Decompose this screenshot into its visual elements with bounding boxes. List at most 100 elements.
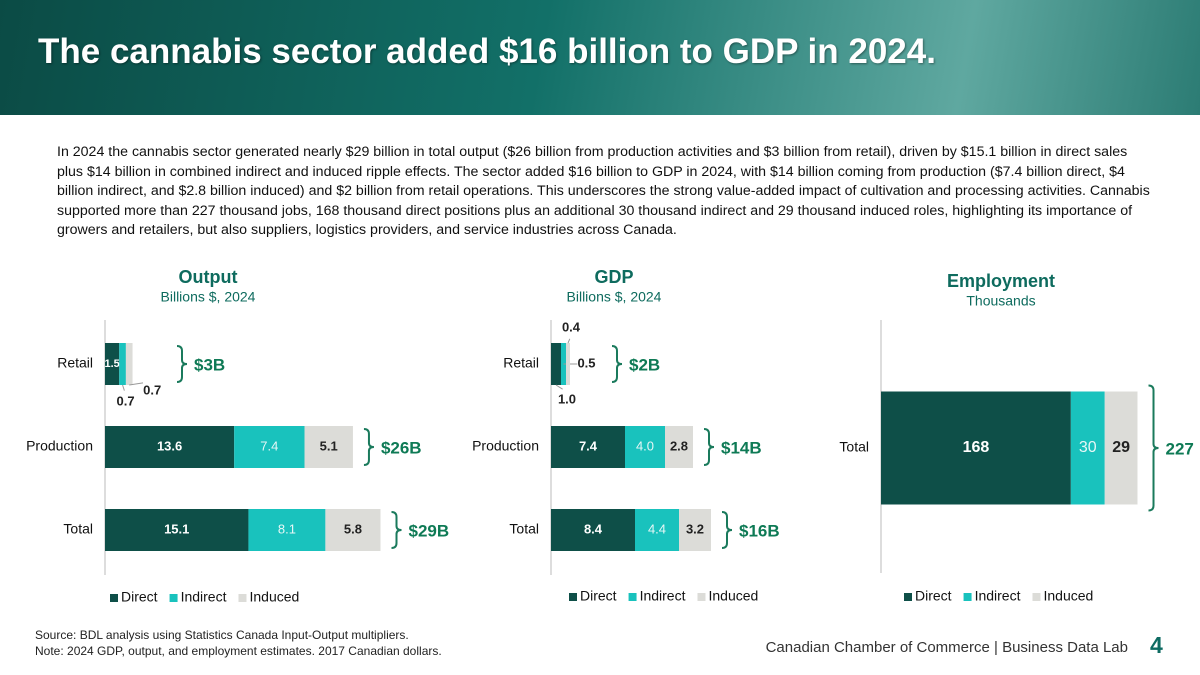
value-label: 0.4 xyxy=(562,319,581,334)
bar-segment xyxy=(566,343,570,385)
bar-segment xyxy=(105,426,235,468)
value-label: 4.4 xyxy=(648,521,666,536)
legend-swatch xyxy=(238,594,247,602)
legend-label: Direct xyxy=(580,588,617,604)
value-label: 168 xyxy=(963,439,990,456)
category-label: Retail xyxy=(57,355,93,371)
total-label: $16B xyxy=(739,521,780,540)
legend-label: Indirect xyxy=(975,588,1021,604)
legend-label: Induced xyxy=(708,588,758,604)
legend-label: Induced xyxy=(249,589,299,605)
value-label: 5.8 xyxy=(344,521,362,536)
bar-segment xyxy=(248,509,326,551)
bar-segment xyxy=(105,509,249,551)
value-label: 1.0 xyxy=(558,391,576,406)
legend-label: Direct xyxy=(915,588,952,604)
value-label: 13.6 xyxy=(157,438,182,453)
total-label: $2B xyxy=(629,355,660,374)
category-label: Total xyxy=(63,521,93,537)
body-text: In 2024 the cannabis sector generated ne… xyxy=(57,144,1150,238)
total-label: $26B xyxy=(381,438,422,457)
legend-label: Induced xyxy=(1043,588,1093,604)
legend-label: Indirect xyxy=(181,589,227,605)
slide-title: The cannabis sector added $16 billion to… xyxy=(38,32,936,71)
legend-swatch xyxy=(569,593,577,601)
category-label: Production xyxy=(472,438,539,454)
bar-segment xyxy=(304,426,353,468)
note: Note: 2024 GDP, output, and employment e… xyxy=(35,644,442,658)
total-label: $29B xyxy=(409,521,450,540)
bar-segment xyxy=(635,509,679,551)
brace xyxy=(176,345,188,383)
leader-line xyxy=(555,384,563,390)
bar-segment xyxy=(679,509,711,551)
bar-segment xyxy=(665,426,693,468)
brace xyxy=(391,511,402,549)
legend-swatch xyxy=(110,594,118,602)
chart-title: GDP xyxy=(594,267,633,287)
value-label: 3.2 xyxy=(686,521,704,536)
bar-segment xyxy=(881,391,1071,505)
category-label: Production xyxy=(26,438,93,454)
brace xyxy=(703,428,715,466)
bar-segment xyxy=(325,509,381,551)
category-label: Total xyxy=(839,439,869,455)
value-label: 29 xyxy=(1112,439,1130,456)
bar-segment xyxy=(551,343,561,385)
bar-segment xyxy=(625,426,665,468)
legend-swatch xyxy=(904,593,912,601)
value-label: 7.4 xyxy=(260,438,278,453)
value-label: 7.4 xyxy=(579,438,598,453)
bar-segment xyxy=(1070,391,1105,505)
bar-segment xyxy=(551,426,625,468)
category-label: Total xyxy=(509,521,539,537)
legend-label: Indirect xyxy=(640,588,686,604)
brace xyxy=(721,511,733,549)
brace xyxy=(1148,384,1159,512)
chart-subtitle: Thousands xyxy=(966,293,1035,309)
header-band xyxy=(0,0,1200,115)
brace xyxy=(611,345,623,383)
value-label: 30 xyxy=(1079,439,1097,456)
legend-swatch xyxy=(1032,593,1041,601)
legend-swatch xyxy=(628,593,637,601)
value-label: 0.7 xyxy=(117,393,135,408)
value-label: 8.1 xyxy=(278,521,296,536)
category-label: Retail xyxy=(503,355,539,371)
source: Source: BDL analysis using Statistics Ca… xyxy=(35,628,409,642)
value-label: 4.0 xyxy=(636,438,654,453)
bar-segment xyxy=(105,343,120,385)
value-label: 5.1 xyxy=(320,438,338,453)
leader-line xyxy=(567,338,571,344)
legend-swatch xyxy=(169,594,178,602)
chart-subtitle: Billions $, 2024 xyxy=(567,289,662,305)
legend-label: Direct xyxy=(121,589,158,605)
value-label: 2.8 xyxy=(670,438,688,453)
chart-title: Employment xyxy=(947,271,1055,291)
value-label: 1.5 xyxy=(104,358,119,370)
bar-segment xyxy=(125,343,133,385)
footer: Canadian Chamber of Commerce | Business … xyxy=(765,639,1128,656)
value-label: 0.5 xyxy=(577,355,595,370)
total-label: $14B xyxy=(721,438,762,457)
value-label: 15.1 xyxy=(164,521,189,536)
source-notes: Source: BDL analysis using Statistics Ca… xyxy=(35,627,442,659)
legend-swatch xyxy=(697,593,706,601)
bar-segment xyxy=(119,343,126,385)
page-number: 4 xyxy=(1150,632,1163,658)
leader-line xyxy=(122,384,125,391)
value-label: 0.7 xyxy=(143,382,161,397)
bar-segment xyxy=(551,509,635,551)
total-label: 227 xyxy=(1166,439,1194,458)
value-label: 8.4 xyxy=(584,521,603,536)
chart-title: Output xyxy=(179,267,238,287)
bar-segment xyxy=(234,426,305,468)
bar-segment xyxy=(1104,391,1138,505)
leader-line xyxy=(129,382,144,386)
brace xyxy=(363,428,374,466)
legend-swatch xyxy=(963,593,972,601)
chart-subtitle: Billions $, 2024 xyxy=(161,289,256,305)
total-label: $3B xyxy=(194,355,225,374)
